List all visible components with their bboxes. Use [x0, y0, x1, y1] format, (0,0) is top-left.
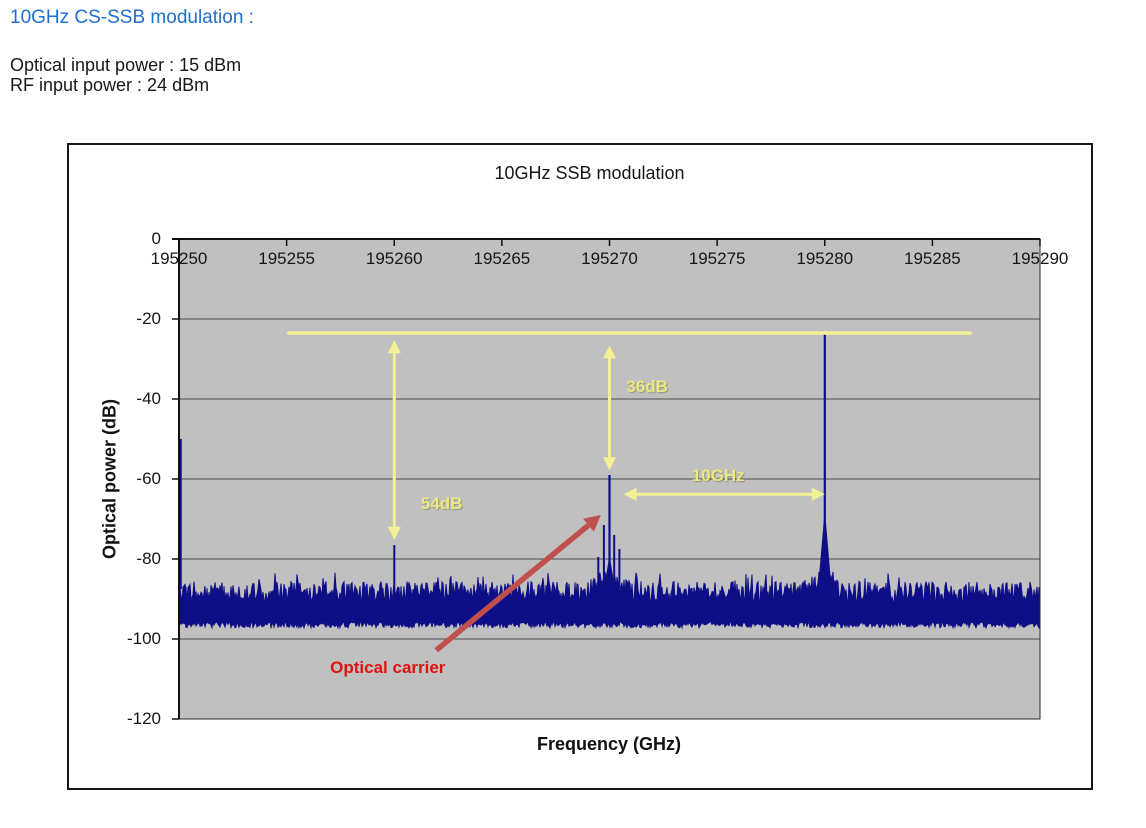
x-tick-label: 195270	[581, 249, 638, 268]
y-tick-label: -20	[136, 309, 161, 328]
slide-heading: 10GHz CS-SSB modulation :	[10, 7, 254, 28]
y-tick-label: -120	[126, 709, 161, 728]
y-tick-label: -40	[136, 389, 161, 408]
x-tick-label: 195285	[904, 249, 961, 268]
optical-input-power-line: Optical input power : 15 dBm	[10, 55, 242, 75]
y-tick-label: 0	[151, 229, 161, 248]
x-tick-label: 195280	[796, 249, 854, 268]
chart-frame: 10GHz SSB modulation 195250 195255 195260 1…	[67, 143, 1093, 790]
measurement-label-10ghz: 10GHz	[691, 465, 745, 485]
x-tick-label: 195260	[365, 249, 423, 268]
x-tick-label: 195250	[150, 249, 208, 268]
x-tick-label: 195255	[258, 249, 315, 268]
y-axis-title: Optical power (dB)	[99, 398, 120, 560]
plot-area	[179, 239, 1040, 719]
x-tick-label: 195290	[1011, 249, 1069, 268]
y-tick-label: -60	[136, 469, 161, 488]
x-axis-title: Frequency (GHz)	[536, 734, 682, 754]
y-tick-label: -100	[126, 629, 161, 648]
x-tick-label: 195265	[473, 249, 531, 268]
optical-carrier-label: Optical carrier	[330, 657, 446, 677]
y-tick-label: -80	[136, 549, 161, 568]
x-tick-label: 195275	[688, 249, 746, 268]
measurement-label-36db: 36dB	[626, 377, 668, 396]
rf-input-power-line: RF input power : 24 dBm	[10, 75, 210, 95]
chart-title: 10GHz SSB modulation	[494, 163, 685, 183]
measurement-label-54db: 54dB	[420, 494, 463, 514]
